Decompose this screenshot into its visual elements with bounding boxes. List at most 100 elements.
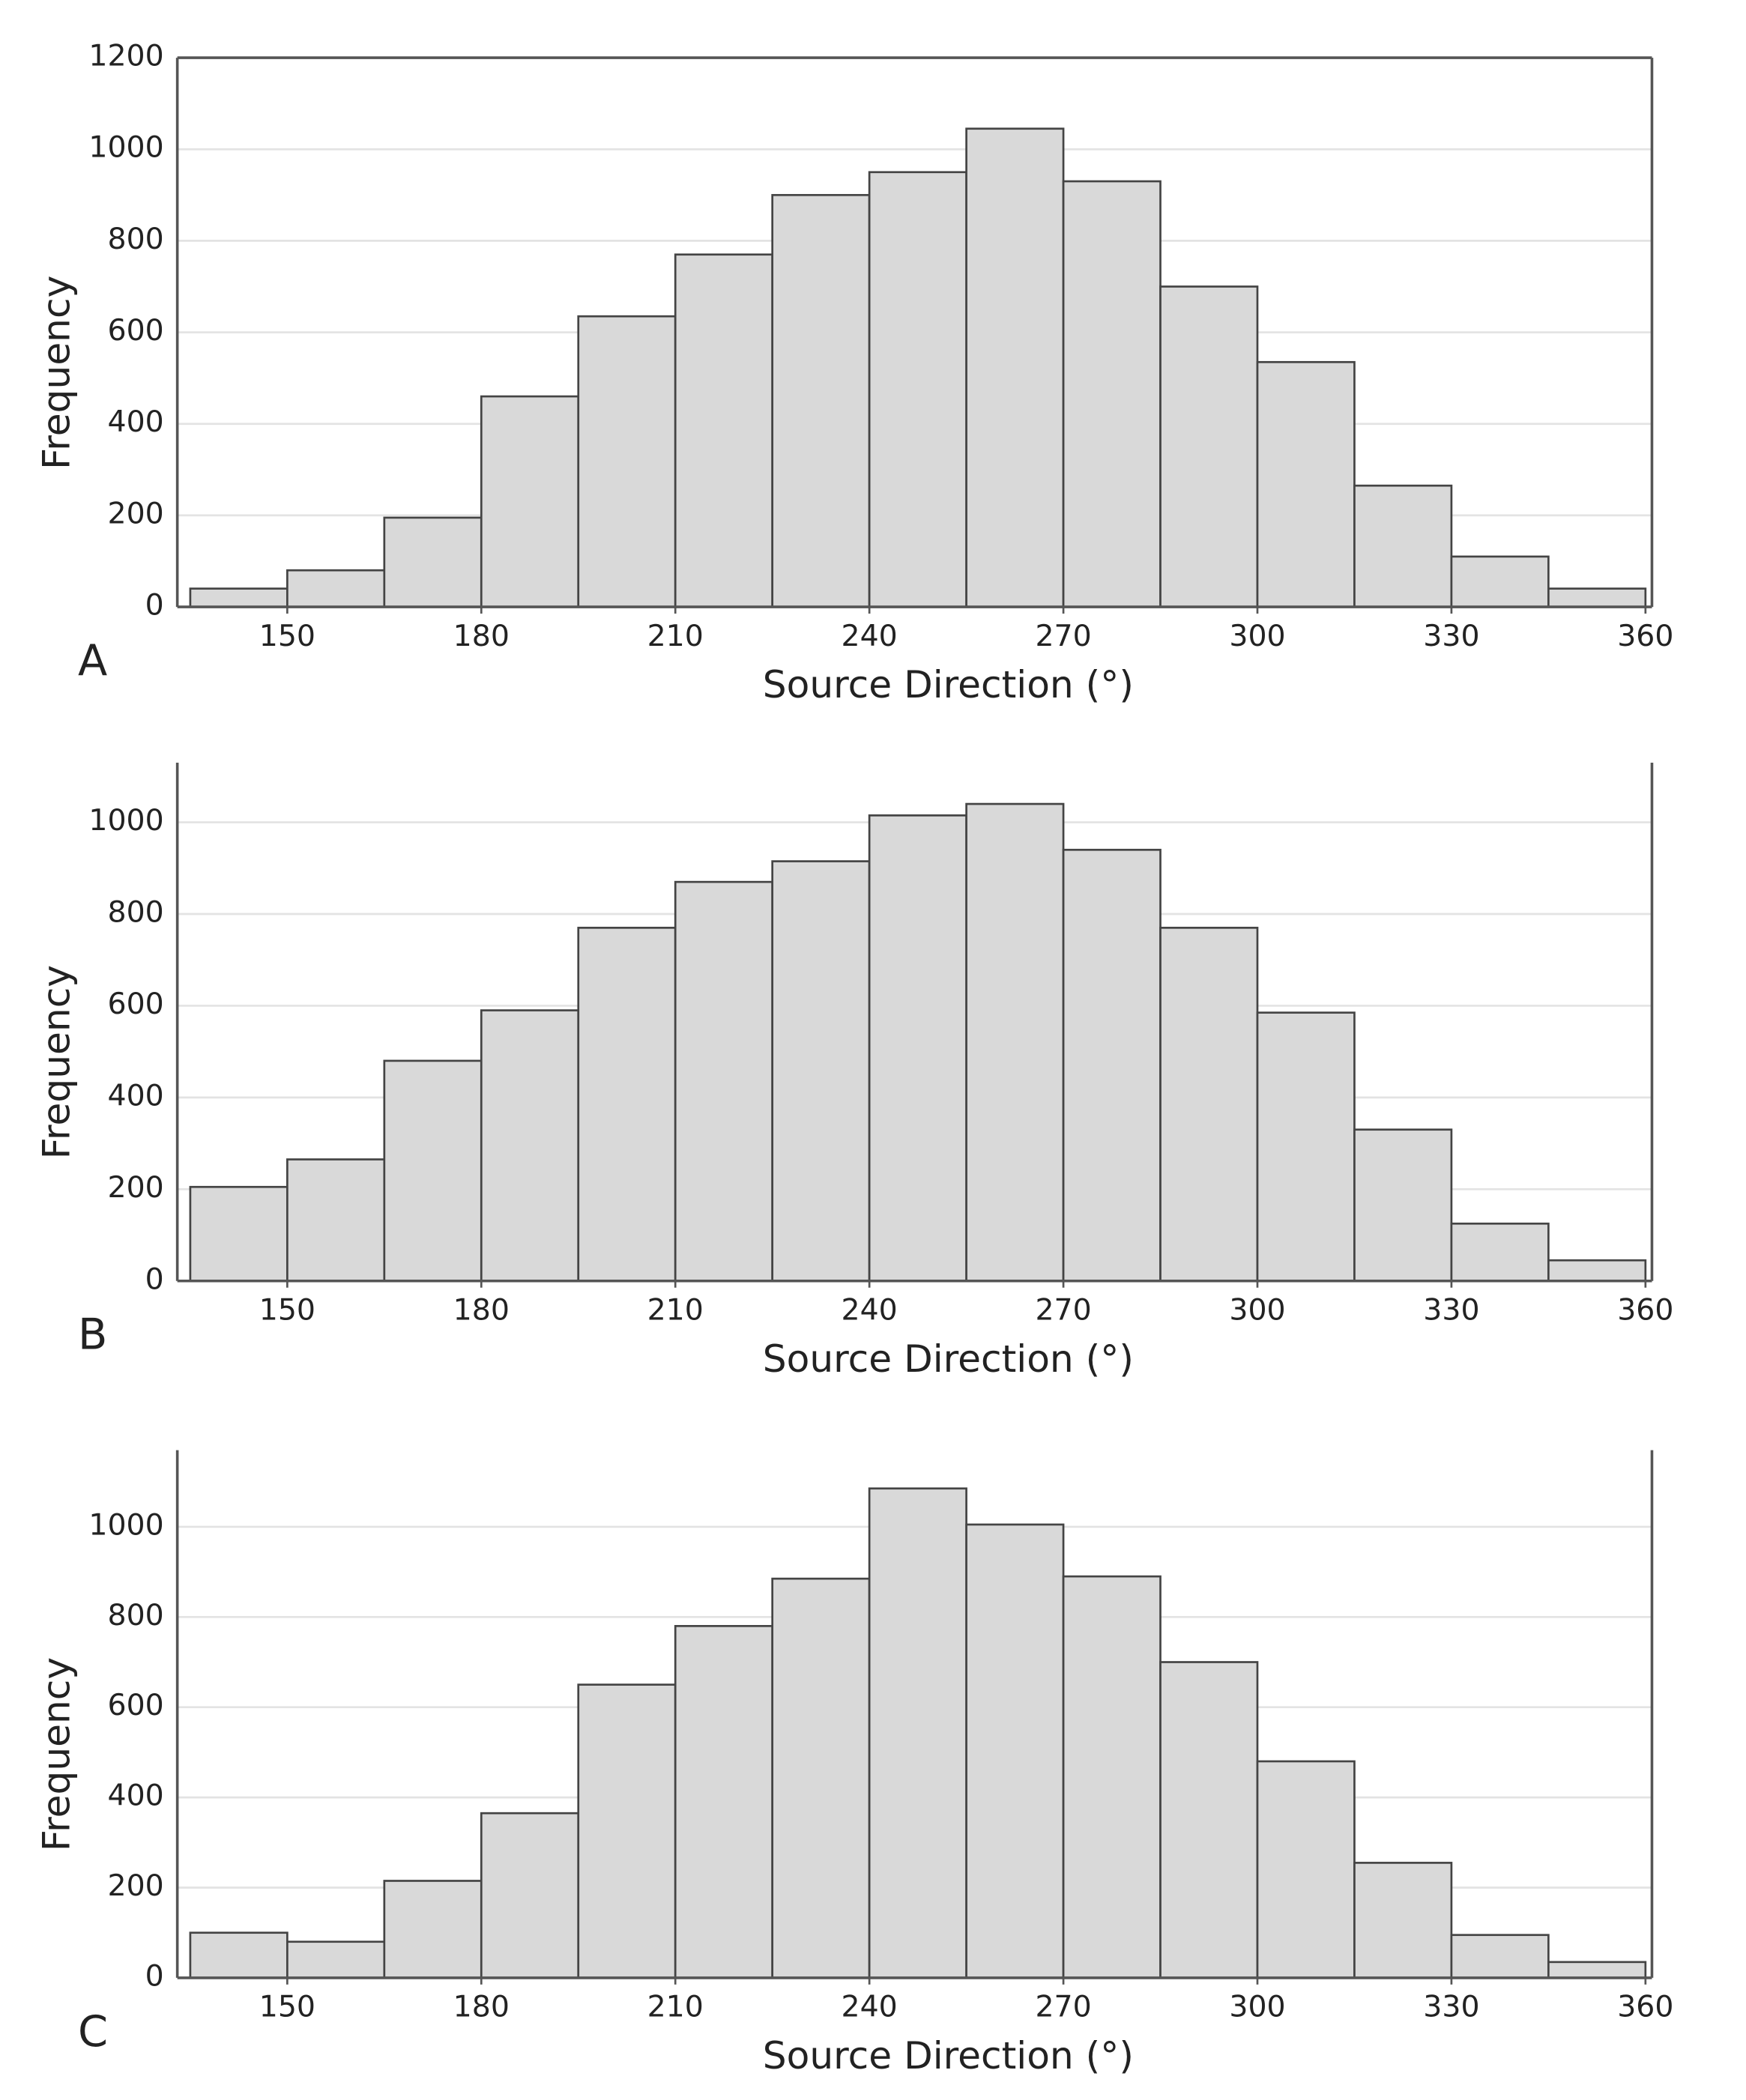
- y-tick-label: 1000: [88, 803, 163, 838]
- y-tick-label: 1200: [88, 39, 163, 73]
- x-tick-label: 210: [647, 1292, 704, 1327]
- bar: [286, 569, 386, 608]
- bar: [1450, 1934, 1550, 1979]
- y-tick-label: 800: [107, 222, 163, 256]
- bar: [1353, 484, 1453, 608]
- x-tick-label: 150: [259, 1292, 315, 1327]
- bar: [868, 814, 967, 1283]
- panel-label: B: [78, 1310, 107, 1360]
- panel: 0 200 400 600 800 1000 1200 150 180 210 240 270 300 3…: [34, 39, 1673, 707]
- bar: [1256, 360, 1356, 608]
- bar: [383, 1880, 483, 1979]
- y-tick-label: 600: [107, 313, 163, 348]
- bar: [1547, 1259, 1647, 1283]
- x-axis-label: Source Direction (°): [763, 1337, 1134, 1381]
- bar: [383, 516, 483, 608]
- y-tick-label: 400: [107, 1078, 163, 1113]
- x-tick-label: 180: [453, 1990, 510, 2024]
- bar: [674, 253, 774, 608]
- bar: [189, 1185, 289, 1283]
- x-tick-label: 270: [1035, 1990, 1091, 2024]
- x-tick-label: 360: [1617, 1292, 1673, 1327]
- x-tick-label: 240: [842, 619, 898, 653]
- bar: [1062, 848, 1162, 1283]
- y-tick-label: 800: [107, 1598, 163, 1633]
- bar: [189, 587, 289, 608]
- panel: 0 200 400 600 800 1000 150 180 210 240 270 300 330 36…: [34, 762, 1673, 1381]
- bar: [577, 1683, 677, 1979]
- x-tick-label: 330: [1423, 1990, 1479, 2024]
- bar: [1062, 1575, 1162, 1979]
- y-axis-label: Frequency: [34, 276, 78, 470]
- y-tick-label: 400: [107, 405, 163, 439]
- bar: [189, 1931, 289, 1979]
- bar: [771, 1577, 871, 1979]
- x-tick-label: 300: [1229, 1990, 1285, 2024]
- panel-label: A: [78, 635, 107, 686]
- y-tick-label: 0: [145, 588, 164, 623]
- bar: [1547, 587, 1647, 608]
- y-tick-label: 600: [107, 1688, 163, 1722]
- x-tick-label: 240: [842, 1292, 898, 1327]
- panel: 0 200 400 600 800 1000 150 180 210 240 270 300 330 36…: [34, 1450, 1673, 2078]
- y-tick-label: 200: [107, 1868, 163, 1903]
- y-tick-label: 1000: [88, 1507, 163, 1542]
- x-tick-label: 240: [842, 1990, 898, 2024]
- bar: [1159, 1661, 1259, 1979]
- bar: [1062, 180, 1162, 608]
- bar: [1353, 1862, 1453, 1979]
- x-tick-label: 270: [1035, 619, 1091, 653]
- bar: [965, 802, 1065, 1283]
- bar: [1256, 1760, 1356, 1979]
- bar: [480, 395, 580, 608]
- x-tick-label: 210: [647, 619, 704, 653]
- bar: [1159, 285, 1259, 608]
- x-tick-label: 180: [453, 1292, 510, 1327]
- x-axis-label: Source Direction (°): [763, 662, 1134, 706]
- y-axis-label: Frequency: [34, 965, 78, 1159]
- x-tick-label: 300: [1229, 1292, 1285, 1327]
- x-tick-label: 330: [1423, 619, 1479, 653]
- bar: [480, 1812, 580, 1979]
- bar: [1353, 1128, 1453, 1283]
- bar: [286, 1158, 386, 1283]
- x-axis-label: Source Direction (°): [763, 2033, 1134, 2078]
- bar: [674, 1625, 774, 1979]
- bar: [383, 1059, 483, 1283]
- bar: [771, 193, 871, 608]
- bar: [577, 315, 677, 608]
- bar: [1256, 1011, 1356, 1283]
- x-tick-label: 360: [1617, 1990, 1673, 2024]
- y-tick-label: 1000: [88, 130, 163, 165]
- y-tick-label: 0: [145, 1262, 164, 1296]
- bar: [1450, 1222, 1550, 1283]
- bar: [965, 127, 1065, 608]
- x-tick-label: 360: [1617, 619, 1673, 653]
- y-tick-label: 0: [145, 1958, 164, 1993]
- bar: [674, 880, 774, 1283]
- bar: [868, 1487, 967, 1979]
- bar: [1547, 1961, 1647, 1979]
- bar: [965, 1523, 1065, 1979]
- x-tick-label: 270: [1035, 1292, 1091, 1327]
- y-tick-label: 400: [107, 1779, 163, 1813]
- x-tick-label: 150: [259, 1990, 315, 2024]
- x-tick-label: 330: [1423, 1292, 1479, 1327]
- bar: [1450, 555, 1550, 608]
- bar: [286, 1940, 386, 1979]
- bar: [868, 171, 967, 608]
- y-tick-label: 800: [107, 895, 163, 929]
- y-tick-label: 200: [107, 1170, 163, 1205]
- x-tick-label: 150: [259, 619, 315, 653]
- y-axis-label: Frequency: [34, 1657, 78, 1851]
- bar: [480, 1009, 580, 1283]
- panel-label: C: [78, 2006, 108, 2057]
- x-tick-label: 300: [1229, 619, 1285, 653]
- bar: [577, 927, 677, 1283]
- x-tick-label: 180: [453, 619, 510, 653]
- bar: [1159, 927, 1259, 1283]
- x-tick-label: 210: [647, 1990, 704, 2024]
- y-tick-label: 600: [107, 987, 163, 1021]
- bar: [771, 860, 871, 1283]
